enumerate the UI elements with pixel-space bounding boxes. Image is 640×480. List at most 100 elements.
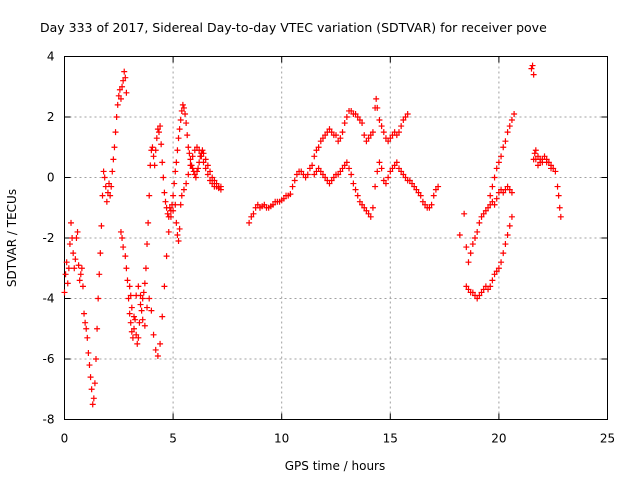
data-point [79,283,86,290]
data-point [378,165,385,172]
data-point [135,283,142,290]
data-point [487,283,494,290]
data-point [63,259,70,266]
data-point [400,117,407,124]
data-point [76,277,83,284]
data-point [139,295,146,302]
data-point [175,135,182,142]
data-point [313,147,320,154]
data-point [117,228,124,235]
data-point [354,192,361,199]
data-point [246,219,253,226]
data-point [107,192,114,199]
data-point [113,114,120,120]
data-point [400,171,407,178]
data-point [467,250,474,257]
data-point [365,210,372,217]
data-point [162,198,169,205]
data-point [137,292,144,299]
data-point [178,192,185,199]
data-point [187,156,194,163]
data-point [202,156,209,163]
x-tick-label: 5 [169,432,177,446]
data-point [125,295,132,302]
y-tick-label: -2 [43,231,55,245]
data-point [552,168,559,175]
data-point [185,144,192,151]
data-point [556,204,563,211]
data-point [315,165,322,172]
data-point [159,159,166,166]
data-point [191,171,198,178]
data-point [180,104,187,111]
data-point [337,168,344,175]
data-point [200,159,207,166]
data-point [493,165,500,172]
data-point [122,253,129,260]
data-point [92,356,99,362]
data-point [77,271,84,278]
data-point [78,265,85,272]
data-point [187,162,194,169]
data-point [500,144,507,151]
data-point [531,150,538,157]
data-point [180,186,187,193]
data-point [374,104,381,111]
data-point [126,310,133,317]
data-point [422,201,429,208]
data-point [129,334,136,341]
data-point [326,126,333,133]
data-point [65,265,72,272]
data-point [68,219,75,226]
data-point [387,168,394,175]
data-point [120,244,127,251]
data-point [97,250,104,257]
y-tick-label: 2 [47,110,55,124]
data-point [543,159,550,166]
data-point [478,289,485,296]
data-point [476,219,483,226]
data-point [196,147,203,154]
data-point [335,171,342,178]
data-point [209,180,216,187]
x-tick-label: 15 [383,432,398,446]
data-point [207,168,214,175]
data-point [163,253,170,260]
x-tick-label: 10 [274,432,289,446]
data-point [348,107,355,114]
data-point [402,114,409,120]
data-point [186,150,193,157]
data-point [209,174,216,181]
data-point [317,138,324,145]
y-tick-label: -4 [43,292,55,306]
data-point [204,162,211,169]
data-point [413,186,420,193]
data-point [157,123,164,130]
data-point [306,165,313,172]
data-point [493,195,500,202]
data-point [380,177,387,184]
data-point [127,292,134,299]
data-point [250,210,257,217]
data-point [469,241,476,248]
data-point [128,304,135,311]
data-point [393,159,400,166]
data-point [287,191,294,198]
data-point [385,174,392,181]
data-point [193,168,200,175]
data-point [328,129,335,136]
data-point [356,117,363,124]
data-point [367,213,374,220]
data-point [207,177,214,184]
data-point [109,168,116,175]
data-point [315,144,322,151]
data-point [491,174,498,181]
data-point [73,235,80,241]
data-point [456,231,463,238]
data-point [330,174,337,181]
data-point [98,222,105,229]
data-point [504,231,511,238]
data-point [435,183,442,190]
data-point [176,225,183,232]
data-point [248,213,255,220]
